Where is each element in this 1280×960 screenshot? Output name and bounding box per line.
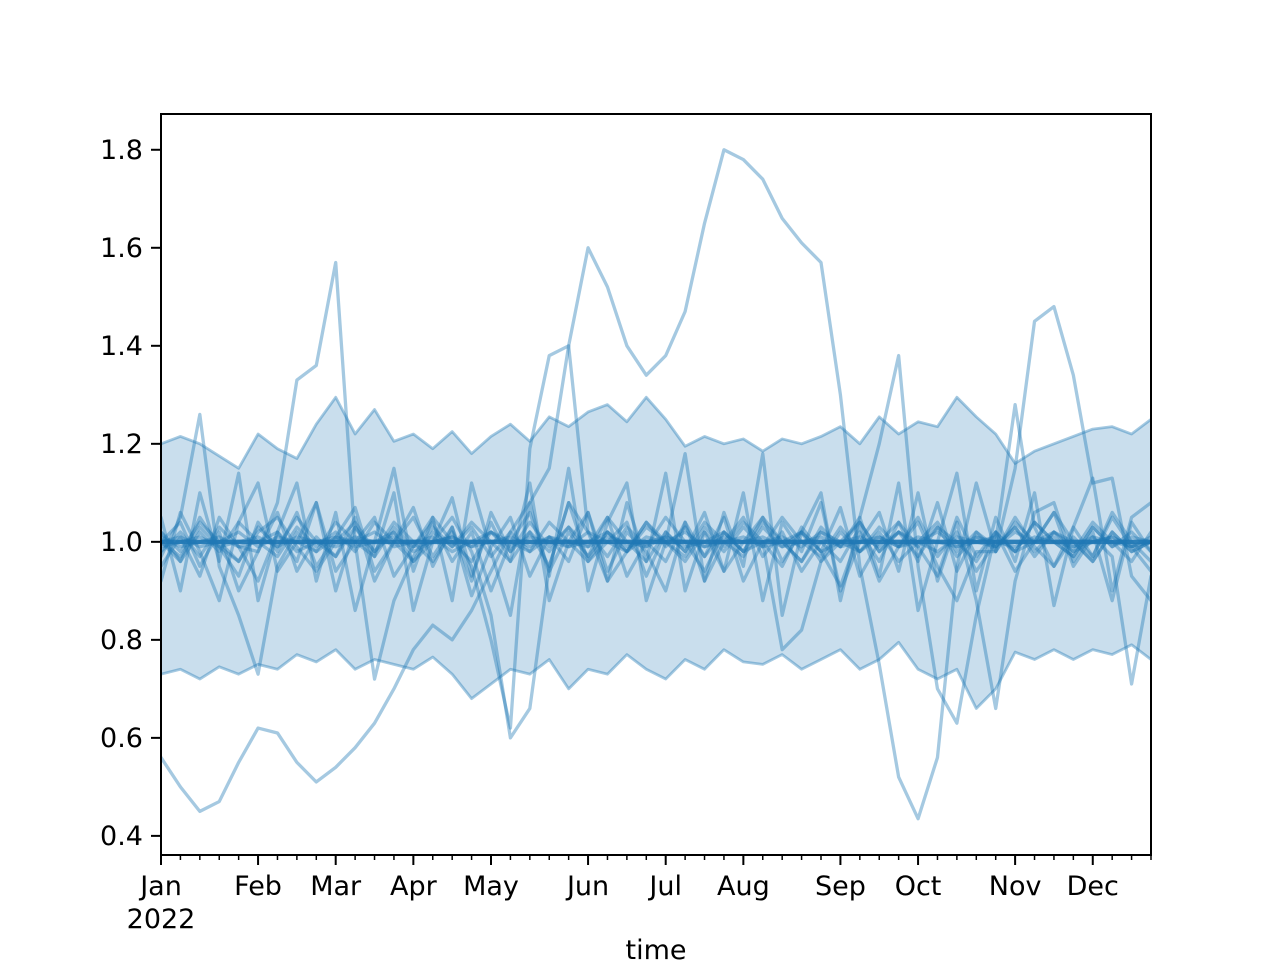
sample-path-line: [161, 505, 1151, 686]
band-upper-edge-line: [161, 395, 1151, 470]
y-tick-label: 1.8: [100, 135, 143, 166]
y-tick-label: 1.0: [100, 527, 143, 558]
axes-spines: [160, 113, 1152, 856]
x-tick-label: Nov: [989, 871, 1042, 902]
y-tick-label: 1.4: [100, 331, 143, 362]
y-tick-label: 0.8: [100, 625, 143, 656]
x-tick-label: Apr: [390, 871, 438, 902]
sample-path-line: [161, 530, 1151, 554]
sample-path-line: [161, 344, 1151, 730]
y-axis: 0.4 0.6 0.8 1.0 1.2 1.4 1.6 1.8: [100, 135, 161, 852]
x-tick-label: May: [463, 871, 519, 902]
y-tick-label: 0.6: [100, 723, 143, 754]
sample-path-line: [161, 471, 1151, 711]
y-tick-label: 1.6: [100, 233, 143, 264]
sample-path-line: [161, 451, 1151, 617]
x-tick-label: Feb: [234, 871, 282, 902]
x-tick-label: Mar: [310, 871, 362, 902]
x-tick-label: Aug: [717, 871, 770, 902]
x-tick-label: Dec: [1067, 871, 1119, 902]
plot-area: [161, 148, 1151, 821]
x-tick-label: Sep: [815, 871, 866, 902]
sample-path-line: [161, 412, 1151, 676]
x-tick-label: Jul: [647, 871, 682, 902]
band-lower-edge-line: [161, 640, 1151, 710]
x-tick-label: Jun: [565, 871, 609, 902]
x-axis-title: time: [625, 935, 687, 960]
sample-path-line: [161, 530, 1151, 554]
sample-path-line: [161, 148, 1151, 821]
sample-path-line: [161, 304, 1151, 652]
x-tick-label: Jan: [138, 871, 182, 902]
sample-path-line: [161, 353, 1151, 740]
y-tick-label: 0.4: [100, 821, 143, 852]
y-tick-label: 1.2: [100, 429, 143, 460]
x-tick-label: Oct: [895, 871, 942, 902]
sample-path-line: [161, 402, 1151, 593]
quantile-band-area: [161, 397, 1151, 709]
x-axis-year-label: 2022: [127, 904, 196, 935]
